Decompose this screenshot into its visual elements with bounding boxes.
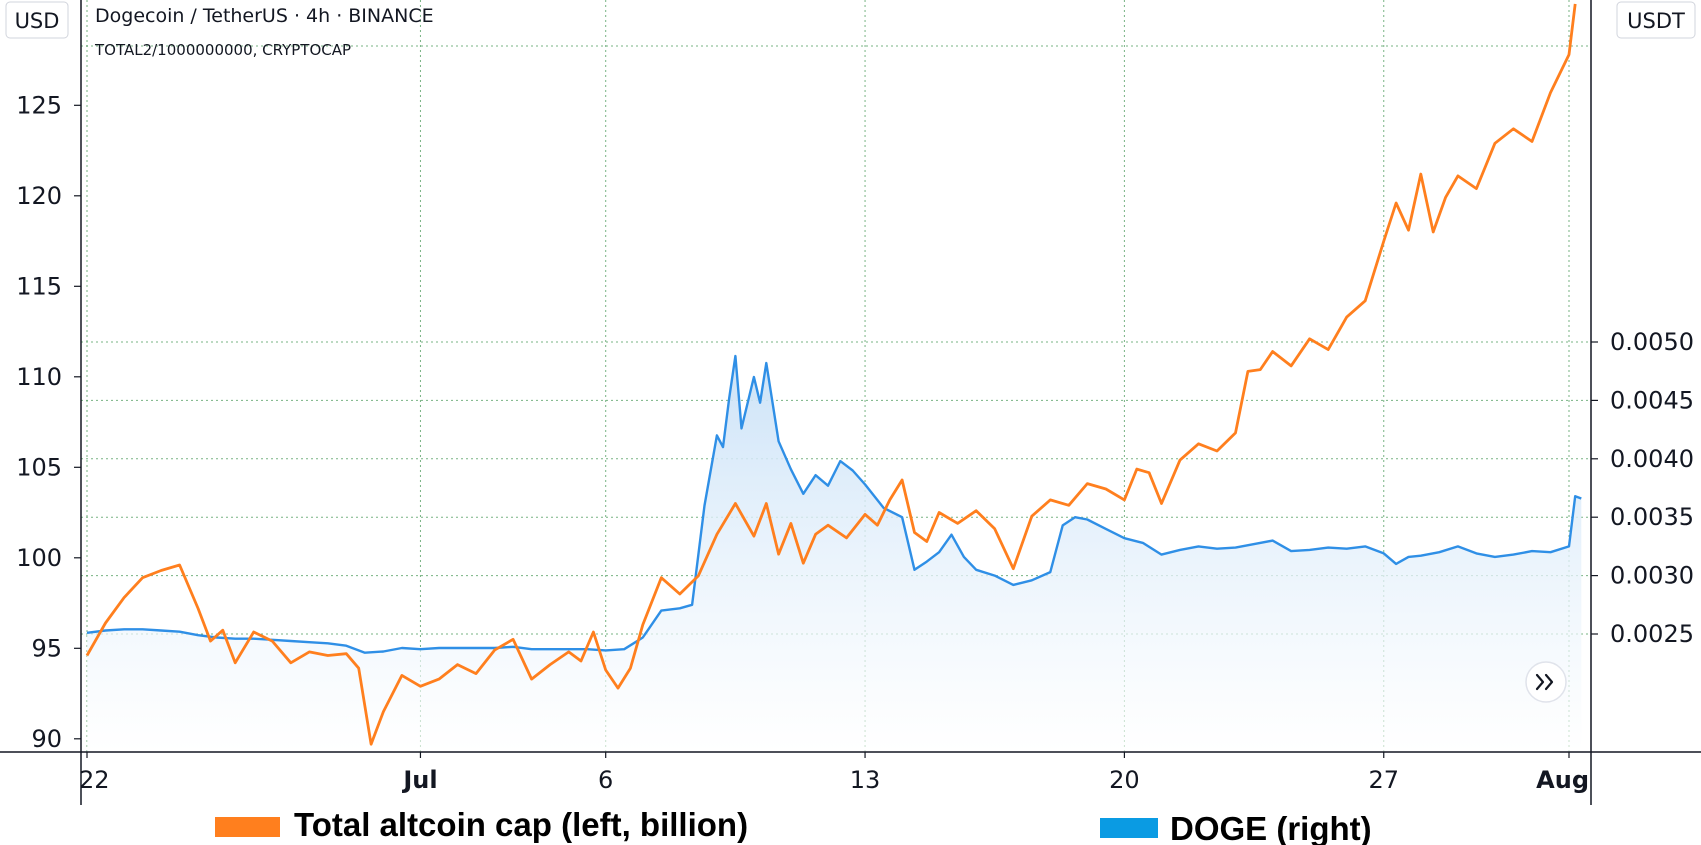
x-tick-label: 13 xyxy=(850,766,881,794)
x-tick-label: 22 xyxy=(79,766,110,794)
left-tick-label: 115 xyxy=(16,272,62,300)
right-unit-label[interactable]: USDT xyxy=(1616,1,1696,39)
doge-series-line xyxy=(86,354,1582,654)
left-tick-label: 95 xyxy=(31,634,62,662)
legend-item-doge: DOGE (right) xyxy=(1100,810,1372,845)
right-tick-label: 0.0050 xyxy=(1610,328,1694,356)
series-layer xyxy=(85,3,1582,752)
right-tick-label: 0.0035 xyxy=(1610,503,1694,531)
left-tick-label: 90 xyxy=(31,725,62,753)
left-tick-label: 105 xyxy=(16,453,62,481)
x-tick-label: Jul xyxy=(401,766,437,794)
legend-swatch-doge xyxy=(1100,818,1158,838)
legend-label-doge: DOGE (right) xyxy=(1170,810,1372,845)
x-tick-label: 27 xyxy=(1368,766,1399,794)
double-chevron-right-icon xyxy=(1535,673,1554,691)
legend-item-altcoin: Total altcoin cap (left, billion) xyxy=(215,806,748,843)
x-tick-label: 20 xyxy=(1109,766,1140,794)
chart-title: Dogecoin / TetherUS · 4h · BINANCE xyxy=(95,5,434,27)
svg-text:USD: USD xyxy=(15,9,60,33)
right-tick-label: 0.0040 xyxy=(1610,445,1694,473)
left-tick-label: 110 xyxy=(16,363,62,391)
left-unit-label[interactable]: USD xyxy=(5,1,69,39)
svg-text:USDT: USDT xyxy=(1627,9,1685,33)
legend-swatch-altcoin xyxy=(215,817,280,837)
x-tick-label: Aug xyxy=(1536,766,1589,794)
scroll-to-latest-button[interactable] xyxy=(1525,661,1567,703)
tick-labels: 90 95 100 105 110 115 120 125 0.0025 0.0030 0.0035… xyxy=(16,91,1694,794)
legend-label-altcoin: Total altcoin cap (left, billion) xyxy=(294,806,748,843)
left-tick-label: 125 xyxy=(16,91,62,119)
doge-area-fill xyxy=(87,356,1582,752)
right-tick-label: 0.0045 xyxy=(1610,386,1694,414)
chart-subtitle: TOTAL2/1000000000, CRYPTOCAP xyxy=(94,41,351,59)
right-tick-label: 0.0030 xyxy=(1610,562,1694,590)
altcoin-series-line xyxy=(85,3,1577,746)
axes xyxy=(0,0,1701,805)
right-tick-label: 0.0025 xyxy=(1610,620,1694,648)
x-tick-label: 6 xyxy=(598,766,613,794)
left-tick-label: 120 xyxy=(16,182,62,210)
legend: Total altcoin cap (left, billion) DOGE (… xyxy=(215,806,1372,845)
left-tick-label: 100 xyxy=(16,544,62,572)
